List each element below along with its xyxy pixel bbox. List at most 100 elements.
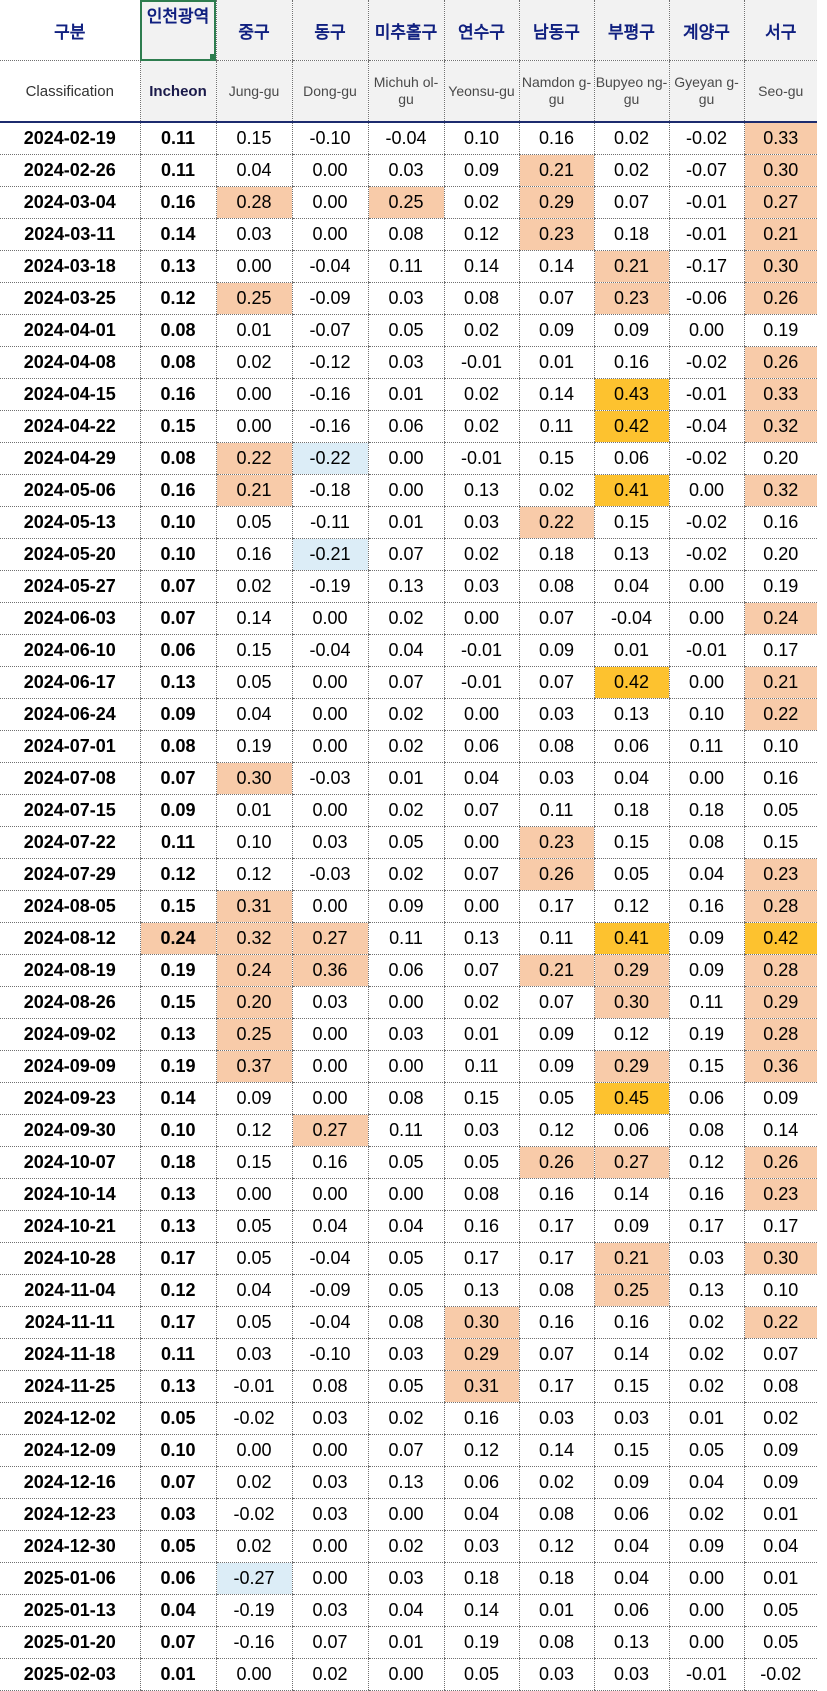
value-cell[interactable]: -0.01 bbox=[668, 218, 744, 251]
value-cell[interactable]: -0.12 bbox=[291, 346, 368, 379]
value-cell[interactable]: 0.08 bbox=[367, 1306, 444, 1339]
value-cell[interactable]: 0.25 bbox=[215, 1018, 292, 1051]
value-cell[interactable]: 0.01 bbox=[518, 1594, 594, 1627]
incheon-value-cell[interactable]: 0.16 bbox=[139, 378, 216, 411]
value-cell[interactable]: -0.02 bbox=[668, 506, 744, 539]
value-cell[interactable]: 0.08 bbox=[743, 1370, 817, 1403]
incheon-value-cell[interactable]: 0.05 bbox=[139, 1530, 216, 1563]
header-cell-donggu-en[interactable]: Dong-gu bbox=[291, 60, 368, 123]
incheon-value-cell[interactable]: 0.10 bbox=[139, 1434, 216, 1467]
value-cell[interactable]: 0.18 bbox=[518, 538, 594, 571]
value-cell[interactable]: 0.15 bbox=[743, 826, 817, 859]
value-cell[interactable]: 0.03 bbox=[367, 154, 444, 187]
date-cell[interactable]: 2024-10-14 bbox=[0, 1178, 140, 1211]
value-cell[interactable]: 0.02 bbox=[367, 794, 444, 827]
value-cell[interactable]: 0.45 bbox=[593, 1082, 669, 1115]
value-cell[interactable]: -0.02 bbox=[215, 1498, 292, 1531]
value-cell[interactable]: -0.01 bbox=[443, 346, 519, 379]
value-cell[interactable]: 0.03 bbox=[367, 1338, 444, 1371]
value-cell[interactable]: 0.06 bbox=[593, 1114, 669, 1147]
incheon-value-cell[interactable]: 0.04 bbox=[139, 1594, 216, 1627]
value-cell[interactable]: 0.15 bbox=[593, 506, 669, 539]
value-cell[interactable]: 0.00 bbox=[291, 1082, 368, 1115]
incheon-value-cell[interactable]: 0.12 bbox=[139, 1274, 216, 1307]
value-cell[interactable]: 0.01 bbox=[367, 762, 444, 795]
value-cell[interactable]: 0.16 bbox=[291, 1146, 368, 1179]
value-cell[interactable]: 0.05 bbox=[367, 1274, 444, 1307]
value-cell[interactable]: 0.03 bbox=[215, 1338, 292, 1371]
header-cell-yeonsugu-en[interactable]: Yeonsu-gu bbox=[443, 60, 519, 123]
value-cell[interactable]: 0.06 bbox=[593, 1594, 669, 1627]
value-cell[interactable]: 0.00 bbox=[367, 442, 444, 475]
value-cell[interactable]: 0.11 bbox=[668, 730, 744, 763]
value-cell[interactable]: 0.00 bbox=[291, 890, 368, 923]
value-cell[interactable]: 0.23 bbox=[743, 1178, 817, 1211]
value-cell[interactable]: 0.03 bbox=[518, 698, 594, 731]
value-cell[interactable]: 0.07 bbox=[443, 954, 519, 987]
value-cell[interactable]: 0.15 bbox=[443, 1082, 519, 1115]
value-cell[interactable]: 0.08 bbox=[518, 1626, 594, 1659]
value-cell[interactable]: 0.02 bbox=[668, 1338, 744, 1371]
value-cell[interactable]: -0.01 bbox=[215, 1370, 292, 1403]
value-cell[interactable]: 0.03 bbox=[518, 1402, 594, 1435]
value-cell[interactable]: 0.32 bbox=[743, 410, 817, 443]
incheon-value-cell[interactable]: 0.07 bbox=[139, 602, 216, 635]
value-cell[interactable]: 0.04 bbox=[593, 1562, 669, 1595]
value-cell[interactable]: 0.13 bbox=[443, 1274, 519, 1307]
header-cell-incheon-en[interactable]: Incheon bbox=[139, 60, 216, 123]
value-cell[interactable]: 0.02 bbox=[215, 346, 292, 379]
incheon-value-cell[interactable]: 0.08 bbox=[139, 346, 216, 379]
value-cell[interactable]: 0.09 bbox=[518, 314, 594, 347]
date-cell[interactable]: 2024-04-08 bbox=[0, 346, 140, 379]
header-cell-seogu-en[interactable]: Seo-gu bbox=[743, 60, 817, 123]
value-cell[interactable]: 0.18 bbox=[593, 218, 669, 251]
value-cell[interactable]: 0.01 bbox=[743, 1498, 817, 1531]
value-cell[interactable]: 0.16 bbox=[743, 506, 817, 539]
value-cell[interactable]: 0.17 bbox=[518, 1210, 594, 1243]
value-cell[interactable]: 0.00 bbox=[668, 570, 744, 603]
value-cell[interactable]: 0.00 bbox=[291, 1530, 368, 1563]
value-cell[interactable]: 0.10 bbox=[743, 1274, 817, 1307]
value-cell[interactable]: 0.07 bbox=[367, 666, 444, 699]
date-cell[interactable]: 2024-03-04 bbox=[0, 186, 140, 219]
value-cell[interactable]: 0.01 bbox=[367, 1626, 444, 1659]
value-cell[interactable]: 0.22 bbox=[518, 506, 594, 539]
value-cell[interactable]: -0.04 bbox=[291, 634, 368, 667]
value-cell[interactable]: 0.05 bbox=[367, 314, 444, 347]
value-cell[interactable]: 0.41 bbox=[593, 922, 669, 955]
value-cell[interactable]: 0.11 bbox=[443, 1050, 519, 1083]
date-cell[interactable]: 2024-07-08 bbox=[0, 762, 140, 795]
value-cell[interactable]: 0.02 bbox=[668, 1370, 744, 1403]
value-cell[interactable]: 0.03 bbox=[291, 1594, 368, 1627]
value-cell[interactable]: 0.12 bbox=[215, 858, 292, 891]
value-cell[interactable]: 0.08 bbox=[443, 282, 519, 315]
value-cell[interactable]: 0.09 bbox=[518, 634, 594, 667]
value-cell[interactable]: 0.03 bbox=[518, 762, 594, 795]
value-cell[interactable]: 0.18 bbox=[593, 794, 669, 827]
value-cell[interactable]: -0.01 bbox=[668, 186, 744, 219]
value-cell[interactable]: 0.00 bbox=[215, 410, 292, 443]
value-cell[interactable]: 0.02 bbox=[443, 314, 519, 347]
date-cell[interactable]: 2024-03-25 bbox=[0, 282, 140, 315]
date-cell[interactable]: 2024-07-29 bbox=[0, 858, 140, 891]
header-cell-michuholgu-ko[interactable]: 미추홀구 bbox=[367, 0, 444, 61]
value-cell[interactable]: 0.13 bbox=[367, 570, 444, 603]
value-cell[interactable]: 0.30 bbox=[743, 154, 817, 187]
value-cell[interactable]: 0.00 bbox=[668, 762, 744, 795]
value-cell[interactable]: 0.03 bbox=[593, 1402, 669, 1435]
value-cell[interactable]: 0.00 bbox=[367, 1050, 444, 1083]
incheon-value-cell[interactable]: 0.11 bbox=[139, 826, 216, 859]
value-cell[interactable]: 0.18 bbox=[668, 794, 744, 827]
value-cell[interactable]: 0.05 bbox=[743, 794, 817, 827]
value-cell[interactable]: 0.25 bbox=[215, 282, 292, 315]
value-cell[interactable]: 0.11 bbox=[668, 986, 744, 1019]
value-cell[interactable]: 0.10 bbox=[443, 122, 519, 155]
incheon-value-cell[interactable]: 0.24 bbox=[139, 922, 216, 955]
value-cell[interactable]: 0.19 bbox=[215, 730, 292, 763]
value-cell[interactable]: 0.08 bbox=[367, 1082, 444, 1115]
value-cell[interactable]: -0.01 bbox=[668, 1658, 744, 1691]
date-cell[interactable]: 2024-03-18 bbox=[0, 250, 140, 283]
incheon-value-cell[interactable]: 0.15 bbox=[139, 986, 216, 1019]
value-cell[interactable]: 0.29 bbox=[743, 986, 817, 1019]
value-cell[interactable]: 0.11 bbox=[518, 794, 594, 827]
